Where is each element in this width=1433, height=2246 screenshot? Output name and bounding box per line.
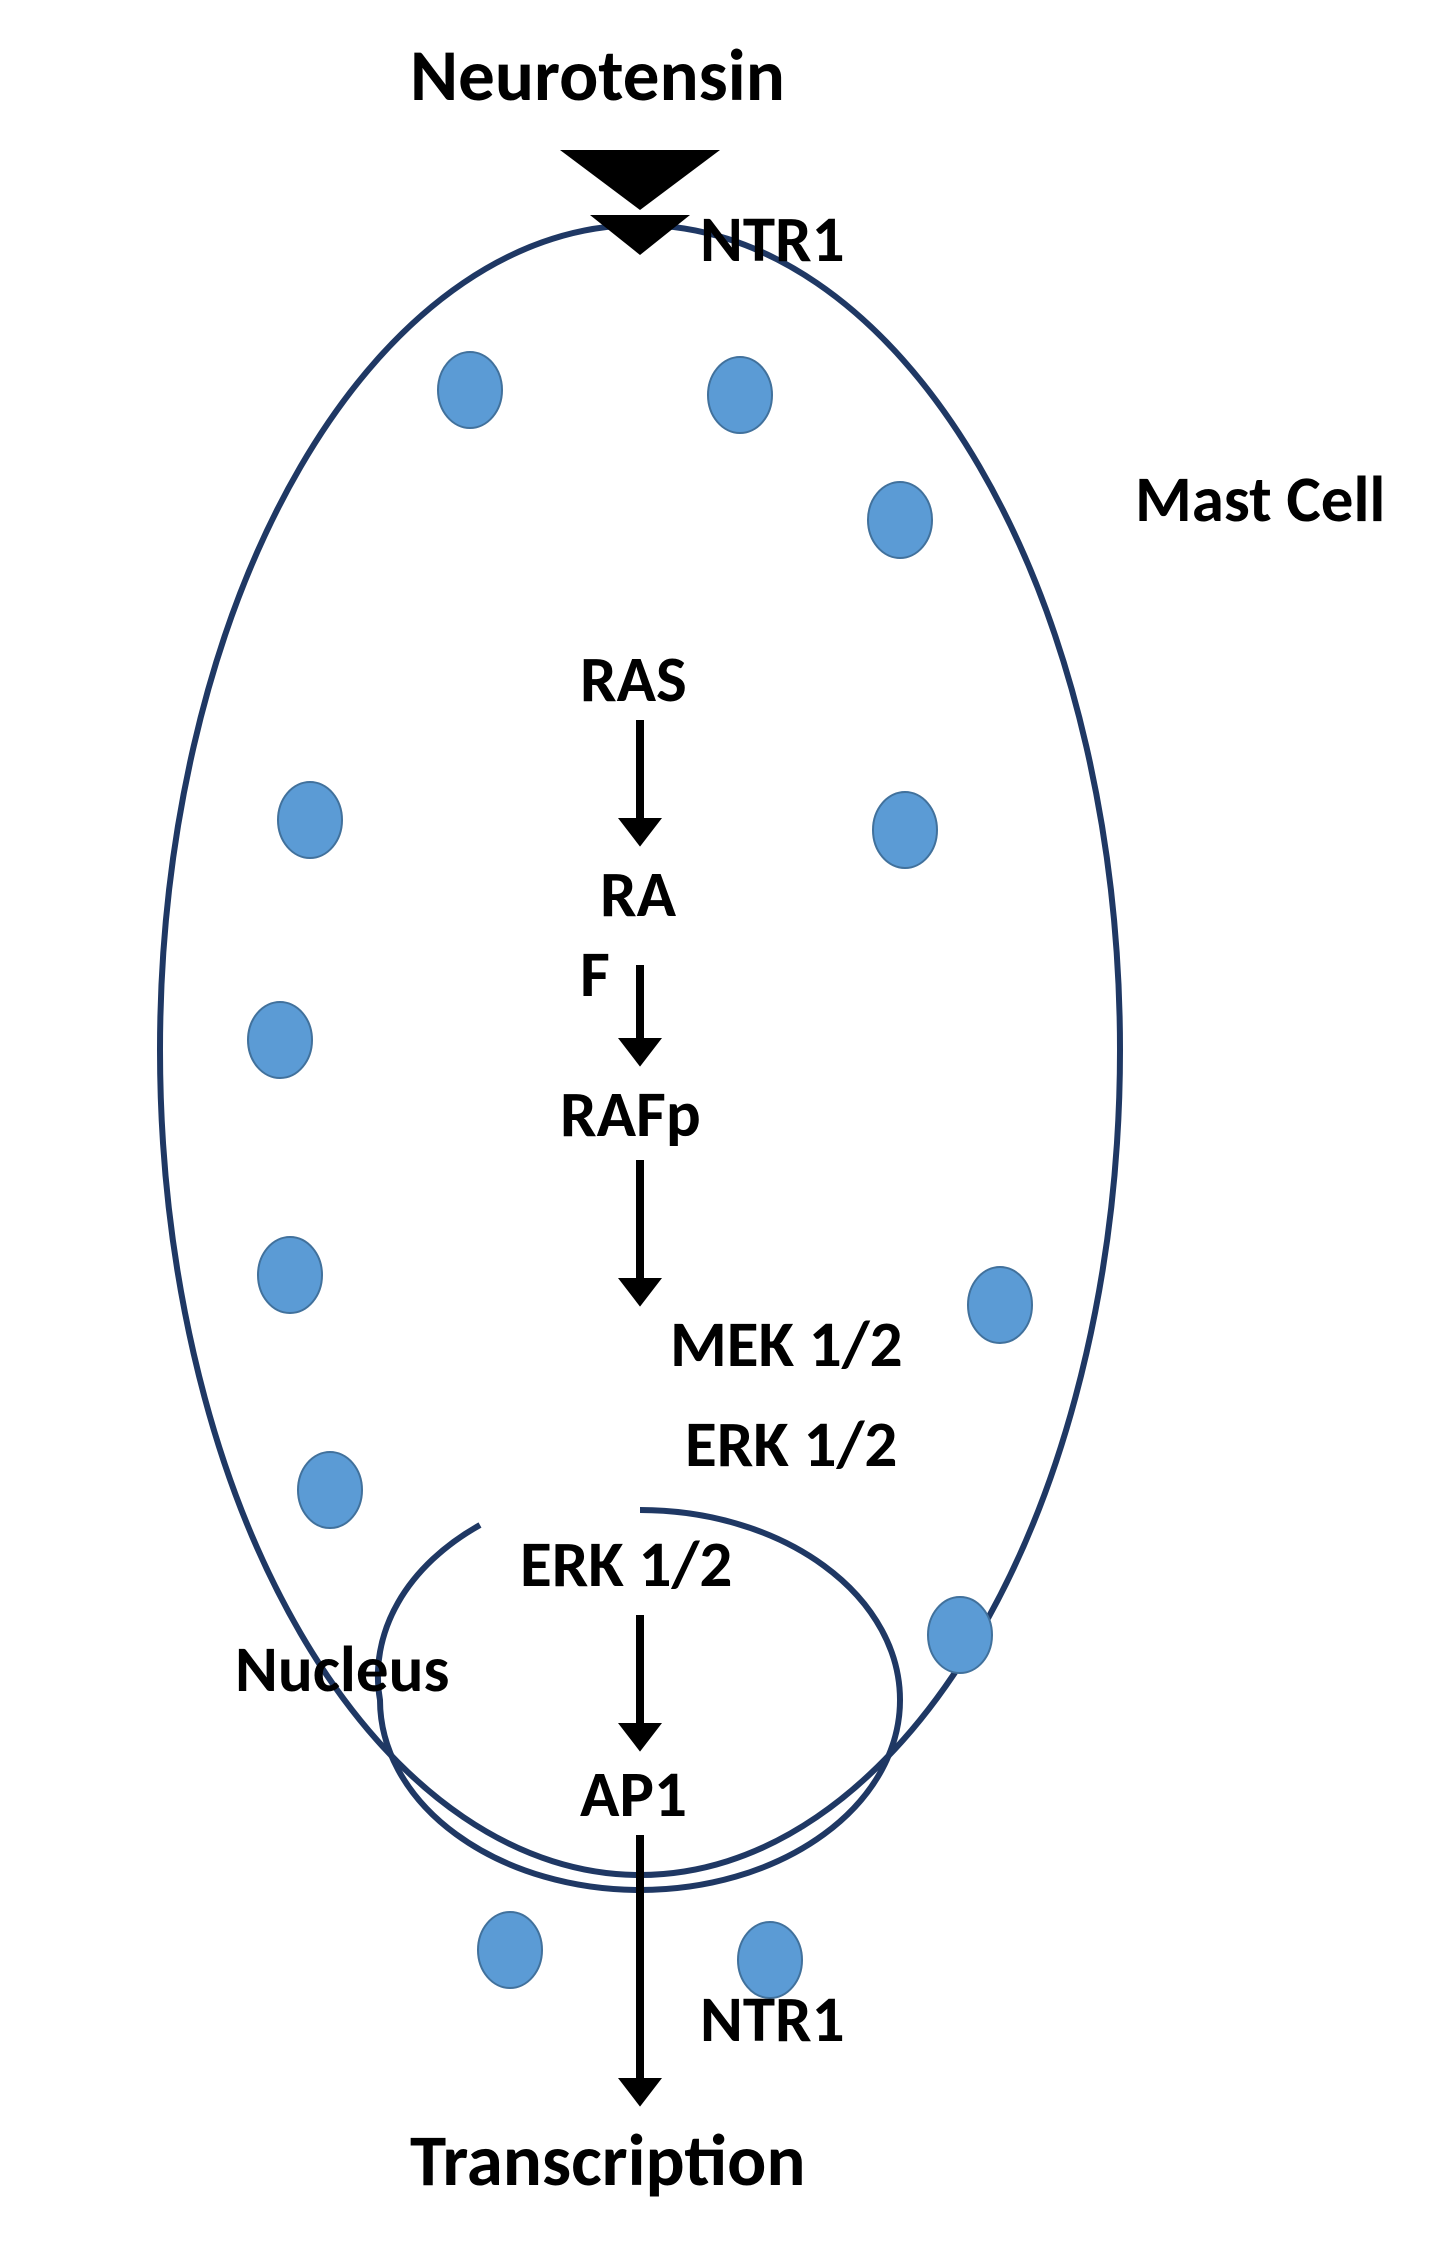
erk-cyto-label: ERK 1/2 bbox=[685, 1405, 897, 1484]
ra-label: RA bbox=[600, 855, 676, 934]
transcription-label: Transcription bbox=[410, 2115, 806, 2205]
ras-label: RAS bbox=[580, 640, 687, 719]
mek-label: MEK 1/2 bbox=[670, 1305, 903, 1384]
ntr1-label: NTR1 bbox=[700, 200, 845, 279]
nucleus-label: Nucleus bbox=[235, 1630, 449, 1709]
f-label: F bbox=[580, 935, 610, 1014]
rafp-label: RAFp bbox=[560, 1075, 701, 1154]
erk-nuc-label: ERK 1/2 bbox=[520, 1525, 732, 1604]
ap1-label: AP1 bbox=[580, 1755, 687, 1834]
ntr1-bottom-label: NTR1 bbox=[700, 1980, 845, 2059]
mast-cell-label: Mast Cell bbox=[1135, 460, 1385, 539]
diagram-canvas bbox=[0, 0, 1433, 2246]
title-label: Neurotensin bbox=[410, 30, 785, 120]
